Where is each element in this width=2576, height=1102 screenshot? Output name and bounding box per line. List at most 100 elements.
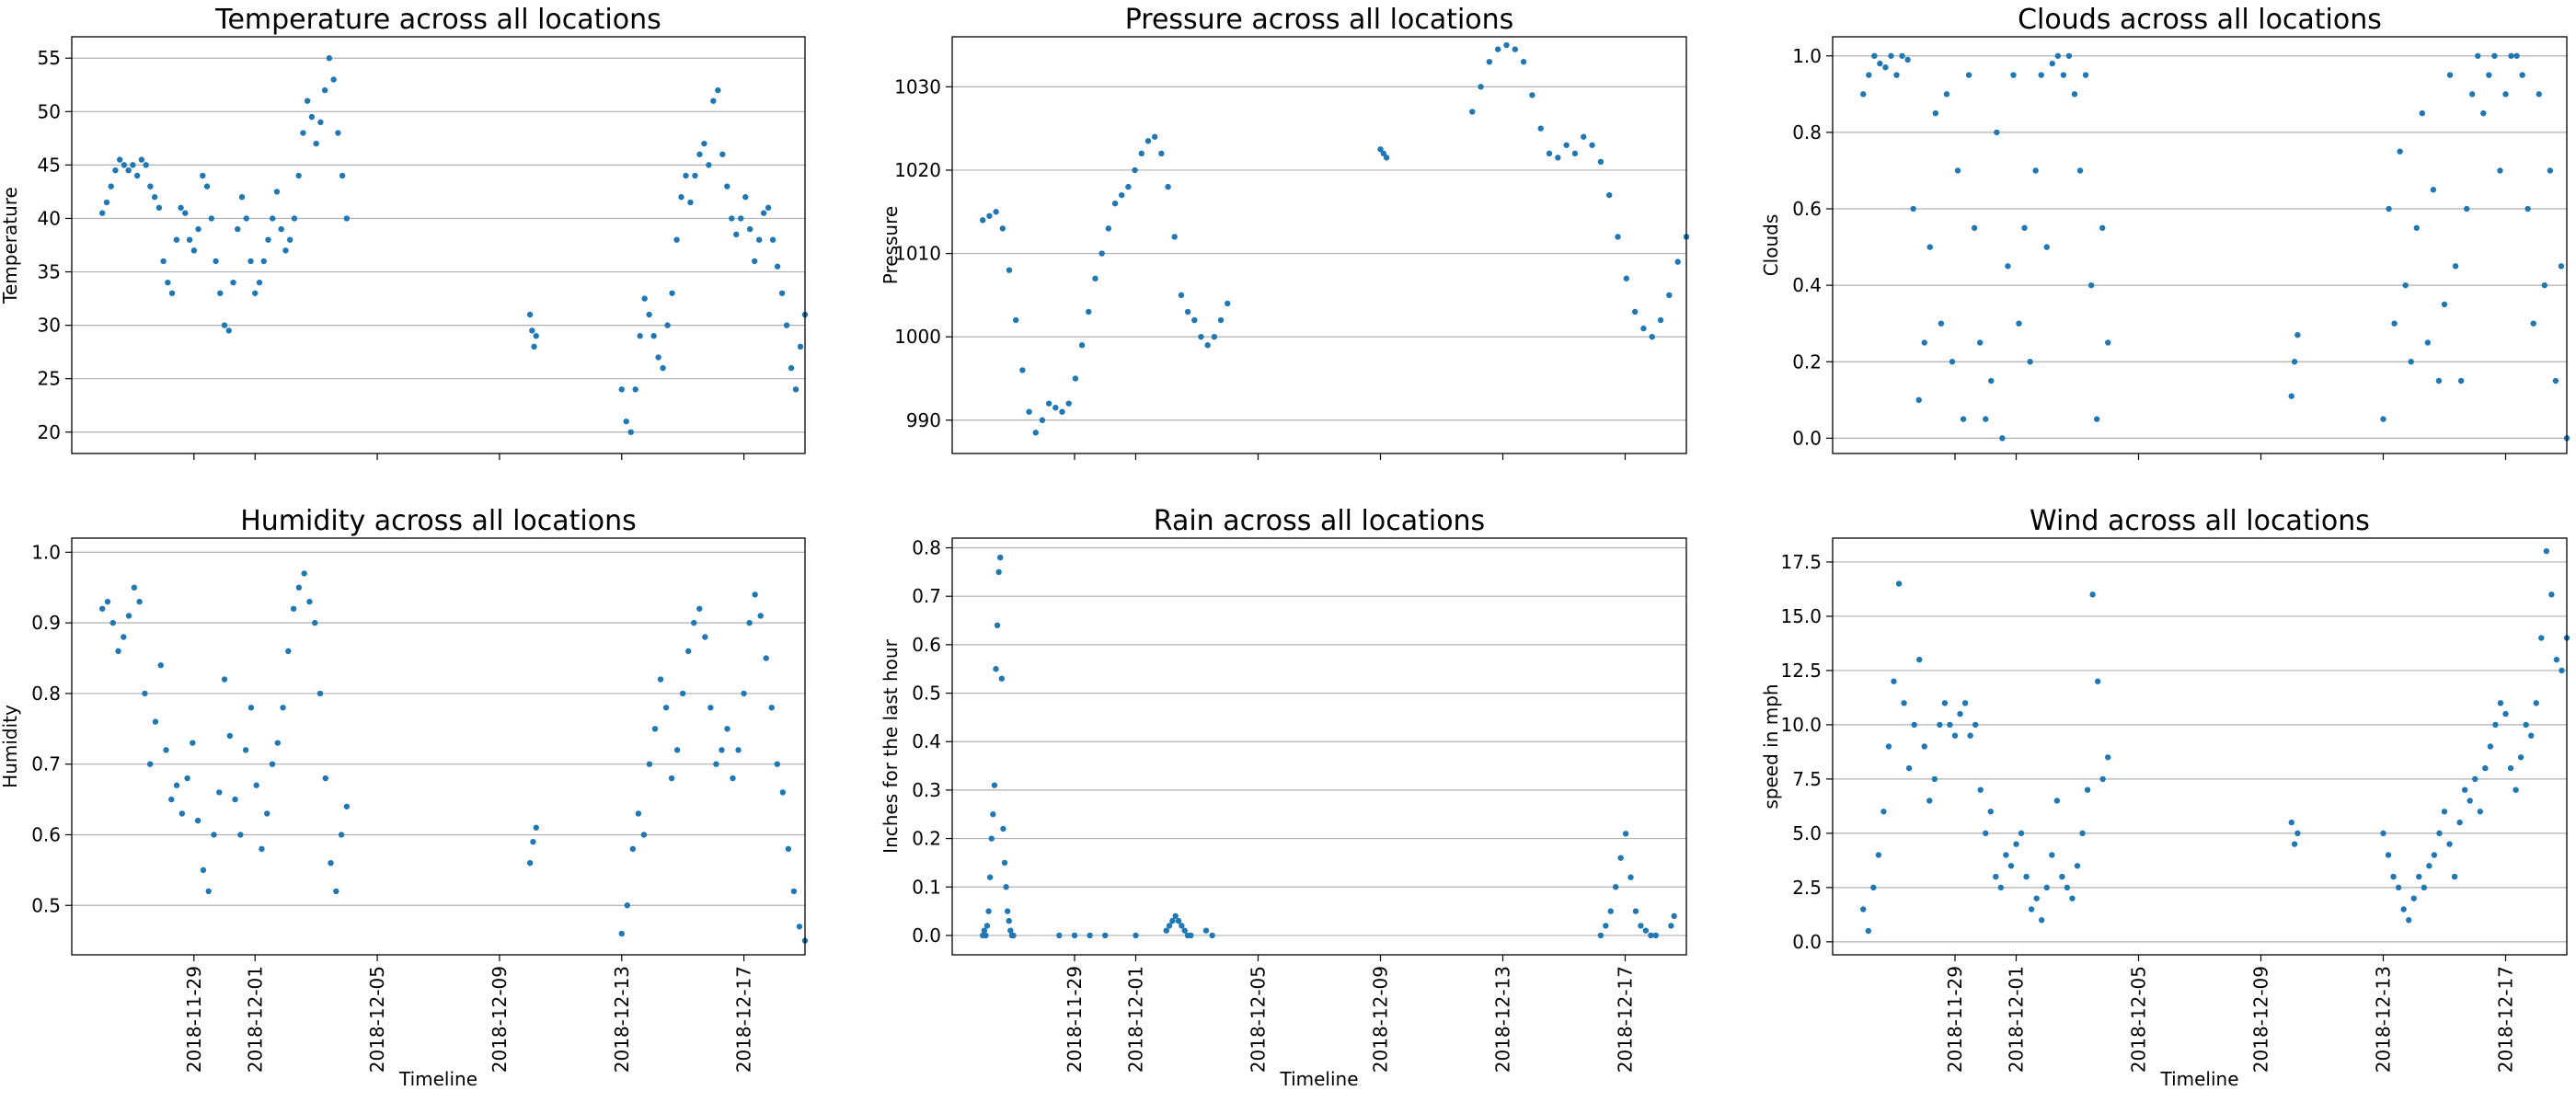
data-point	[1606, 191, 1613, 199]
data-point	[2457, 377, 2465, 385]
subplot-title: Clouds across all locations	[2018, 4, 2382, 36]
data-point	[256, 279, 263, 286]
data-point	[1171, 234, 1178, 240]
data-point	[2380, 830, 2386, 837]
data-point	[343, 215, 351, 222]
y-axis-label: Clouds	[1760, 214, 1782, 277]
data-point	[168, 290, 176, 296]
data-point	[287, 236, 293, 243]
data-point	[1999, 435, 2006, 442]
data-point	[290, 605, 297, 612]
data-point	[99, 605, 106, 612]
x-tick-label: 2018-12-09	[1370, 966, 1392, 1073]
data-point	[2294, 331, 2301, 339]
data-point	[735, 747, 742, 753]
data-point	[1211, 333, 1218, 340]
data-point	[1383, 155, 1390, 161]
data-point	[2038, 72, 2044, 78]
scatter-series	[99, 570, 809, 944]
data-point	[291, 215, 298, 222]
data-point	[618, 386, 625, 393]
data-point	[2513, 786, 2519, 793]
data-point	[1891, 678, 1897, 684]
y-tick-label: 20	[38, 421, 61, 443]
data-point	[1977, 786, 1984, 793]
data-point	[2463, 205, 2470, 212]
data-point	[1065, 400, 1072, 407]
data-point	[632, 386, 638, 393]
data-point	[253, 782, 259, 788]
data-point	[2513, 52, 2520, 59]
data-point	[2069, 895, 2076, 901]
data-point	[1179, 923, 1185, 929]
data-point	[1860, 91, 1867, 98]
data-point	[235, 225, 241, 233]
data-point	[706, 162, 712, 168]
data-point	[2291, 841, 2298, 847]
data-point	[1882, 64, 1889, 71]
data-point	[2430, 187, 2437, 193]
data-point	[1225, 300, 1231, 307]
y-tick-label: 0.5	[912, 683, 941, 705]
data-point	[295, 172, 302, 179]
data-point	[1941, 700, 1949, 706]
y-axis-label: Pressure	[880, 206, 902, 284]
data-point	[2005, 263, 2011, 270]
data-point	[1571, 150, 1579, 157]
data-point	[792, 386, 799, 393]
data-point	[755, 236, 763, 243]
data-point	[719, 747, 725, 753]
y-tick-label: 1030	[894, 75, 941, 98]
data-point	[1181, 927, 1188, 934]
data-point	[637, 333, 643, 339]
data-point	[664, 322, 671, 328]
data-point	[983, 923, 991, 929]
data-point	[308, 113, 316, 121]
data-point	[173, 782, 180, 788]
data-point	[1581, 133, 1587, 140]
y-tick-label: 0.8	[912, 537, 941, 559]
data-point	[763, 655, 769, 661]
data-point	[2053, 798, 2061, 804]
data-point	[2406, 917, 2412, 924]
data-point	[2010, 72, 2017, 78]
data-point	[1921, 743, 1927, 750]
data-point	[2480, 109, 2487, 117]
y-tick-label: 2.5	[1792, 877, 1822, 899]
data-point	[2003, 852, 2009, 858]
data-point	[1993, 873, 1999, 880]
y-tick-label: 990	[906, 409, 941, 431]
data-point	[2093, 416, 2100, 422]
data-point	[1926, 244, 1933, 250]
data-point	[2094, 678, 2101, 684]
data-point	[746, 619, 753, 626]
data-point	[1589, 142, 1595, 148]
data-point	[1617, 855, 1624, 861]
y-tick-label: 45	[38, 154, 61, 176]
data-point	[1866, 72, 1872, 78]
data-point	[1119, 191, 1125, 199]
data-point	[2089, 591, 2096, 598]
data-point	[247, 705, 255, 711]
data-point	[278, 225, 284, 233]
data-point	[1615, 234, 1621, 240]
data-point	[2408, 359, 2414, 365]
data-point	[995, 568, 1002, 576]
data-point	[1172, 913, 1179, 920]
x-tick-label: 2018-11-29	[1944, 966, 1966, 1073]
data-point	[205, 888, 212, 895]
axes-frame	[71, 537, 806, 956]
data-point	[2446, 841, 2453, 847]
data-point	[1967, 732, 1973, 739]
data-point	[133, 172, 141, 179]
x-tick-label: 2018-12-17	[1615, 966, 1637, 1073]
data-point	[142, 690, 148, 697]
scatter-series	[1860, 547, 2570, 935]
data-point	[264, 810, 270, 817]
data-point	[1649, 333, 1655, 340]
data-point	[1004, 908, 1011, 914]
data-point	[1198, 333, 1204, 340]
data-point	[2395, 884, 2402, 891]
data-point	[260, 258, 267, 265]
